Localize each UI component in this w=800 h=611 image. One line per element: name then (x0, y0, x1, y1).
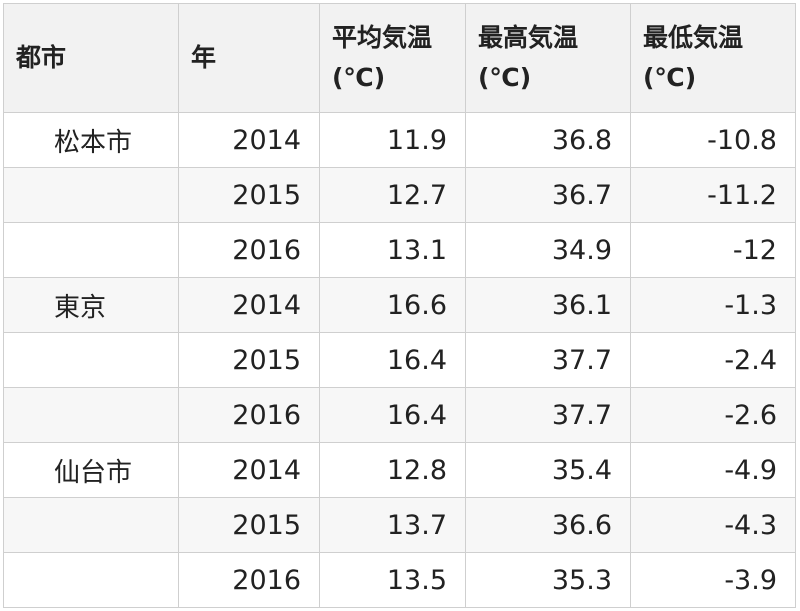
header-max-temp-unit: (℃) (478, 63, 532, 92)
cell-min-temp: -12 (630, 222, 796, 278)
cell-year: 2015 (178, 497, 320, 553)
cell-year: 2016 (178, 552, 320, 608)
cell-avg-temp: 16.4 (319, 387, 466, 443)
cell-max-temp: 36.6 (465, 497, 631, 553)
header-max-temp: 最高気温 (℃) (465, 3, 631, 113)
header-city: 都市 (3, 3, 179, 113)
table-row: 仙台市 2014 12.8 35.4 -4.9 (3, 442, 796, 498)
cell-max-temp: 35.4 (465, 442, 631, 498)
cell-city: 松本市 (3, 112, 179, 168)
cell-city: 東京 (3, 277, 179, 333)
cell-max-temp: 36.7 (465, 167, 631, 223)
table-header: 都市 年 平均気温 (℃) 最高気温 (℃) 最低気温 (℃) (3, 3, 796, 113)
cell-city (3, 332, 179, 388)
cell-min-temp: -2.6 (630, 387, 796, 443)
cell-year: 2015 (178, 167, 320, 223)
cell-min-temp: -1.3 (630, 277, 796, 333)
cell-max-temp: 36.8 (465, 112, 631, 168)
temperature-table: 都市 年 平均気温 (℃) 最高気温 (℃) 最低気温 (℃) 松本市 2014… (3, 3, 796, 608)
cell-city (3, 222, 179, 278)
cell-city (3, 167, 179, 223)
cell-city (3, 497, 179, 553)
header-max-temp-label: 最高気温 (478, 23, 579, 52)
header-min-temp-unit: (℃) (643, 63, 697, 92)
cell-max-temp: 34.9 (465, 222, 631, 278)
cell-min-temp: -2.4 (630, 332, 796, 388)
table-row: 2016 16.4 37.7 -2.6 (3, 387, 796, 443)
table-row: 松本市 2014 11.9 36.8 -10.8 (3, 112, 796, 168)
cell-year: 2015 (178, 332, 320, 388)
cell-max-temp: 37.7 (465, 332, 631, 388)
header-year: 年 (178, 3, 320, 113)
table-row: 2015 13.7 36.6 -4.3 (3, 497, 796, 553)
table-row: 2015 16.4 37.7 -2.4 (3, 332, 796, 388)
cell-avg-temp: 11.9 (319, 112, 466, 168)
cell-year: 2014 (178, 277, 320, 333)
cell-min-temp: -11.2 (630, 167, 796, 223)
table-body: 松本市 2014 11.9 36.8 -10.8 2015 12.7 36.7 … (3, 112, 796, 608)
cell-avg-temp: 16.6 (319, 277, 466, 333)
cell-min-temp: -10.8 (630, 112, 796, 168)
cell-max-temp: 35.3 (465, 552, 631, 608)
cell-avg-temp: 12.7 (319, 167, 466, 223)
header-city-label: 都市 (16, 43, 67, 72)
cell-city (3, 387, 179, 443)
cell-year: 2014 (178, 442, 320, 498)
cell-min-temp: -4.9 (630, 442, 796, 498)
cell-avg-temp: 13.1 (319, 222, 466, 278)
cell-min-temp: -4.3 (630, 497, 796, 553)
cell-max-temp: 37.7 (465, 387, 631, 443)
cell-year: 2016 (178, 387, 320, 443)
cell-year: 2016 (178, 222, 320, 278)
cell-year: 2014 (178, 112, 320, 168)
cell-city: 仙台市 (3, 442, 179, 498)
header-year-label: 年 (191, 43, 217, 72)
cell-city (3, 552, 179, 608)
header-avg-temp-unit: (℃) (332, 63, 386, 92)
header-min-temp-label: 最低気温 (643, 23, 744, 52)
header-min-temp: 最低気温 (℃) (630, 3, 796, 113)
table-row: 2016 13.1 34.9 -12 (3, 222, 796, 278)
header-row: 都市 年 平均気温 (℃) 最高気温 (℃) 最低気温 (℃) (3, 3, 796, 113)
cell-max-temp: 36.1 (465, 277, 631, 333)
cell-avg-temp: 12.8 (319, 442, 466, 498)
cell-avg-temp: 13.5 (319, 552, 466, 608)
header-avg-temp: 平均気温 (℃) (319, 3, 466, 113)
table-row: 東京 2014 16.6 36.1 -1.3 (3, 277, 796, 333)
cell-avg-temp: 16.4 (319, 332, 466, 388)
table-row: 2016 13.5 35.3 -3.9 (3, 552, 796, 608)
table-row: 2015 12.7 36.7 -11.2 (3, 167, 796, 223)
cell-avg-temp: 13.7 (319, 497, 466, 553)
cell-min-temp: -3.9 (630, 552, 796, 608)
header-avg-temp-label: 平均気温 (332, 23, 433, 52)
